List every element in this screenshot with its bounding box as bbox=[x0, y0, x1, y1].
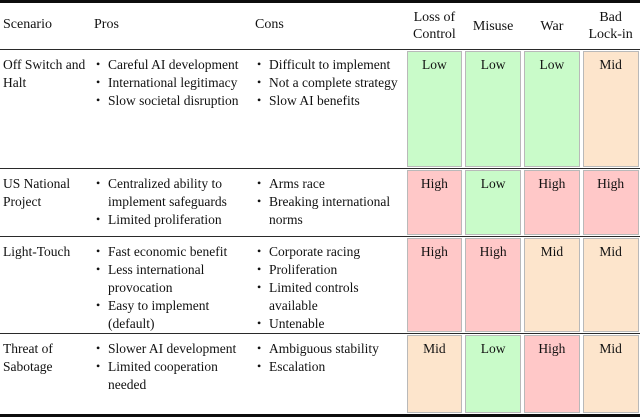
cons-item: Corporate racing bbox=[255, 242, 399, 261]
pros-list: Careful AI development International leg… bbox=[92, 50, 252, 168]
col-header-war: War bbox=[540, 18, 564, 34]
rating-cell-loss-of-control: High bbox=[406, 238, 463, 332]
scenario-name: Off Switch and Halt bbox=[3, 57, 86, 90]
rating-cell-misuse: Low bbox=[465, 170, 521, 235]
pros-item: Careful AI development bbox=[94, 55, 244, 74]
rating-cell-loss-of-control: Mid bbox=[406, 335, 463, 413]
rating-cell-bad-lock-in: High bbox=[582, 170, 639, 235]
rating-cell-war: High bbox=[524, 170, 580, 235]
pros-list: Fast economic benefit Less international… bbox=[92, 237, 252, 333]
cons-item: Proliferation bbox=[255, 260, 399, 279]
table-row-us-national: US National Project Centralized ability … bbox=[0, 169, 640, 237]
rating-cell-war: Mid bbox=[524, 238, 580, 332]
cons-item: Difficult to implement bbox=[255, 55, 399, 74]
rating-cell-loss-of-control: High bbox=[406, 170, 463, 235]
pros-item: Easy to implement (default) bbox=[94, 296, 244, 333]
table-row-off-switch: Off Switch and Halt Careful AI developme… bbox=[0, 50, 640, 169]
pros-item: Less international provocation bbox=[94, 260, 244, 297]
cons-item: Untenable bbox=[255, 314, 399, 333]
cons-item: Slow AI benefits bbox=[255, 91, 399, 110]
col-header-scenario: Scenario bbox=[3, 17, 52, 32]
scenario-name: Light-Touch bbox=[3, 244, 71, 259]
pros-item: Fast economic benefit bbox=[94, 242, 244, 261]
cons-item: Breaking international norms bbox=[255, 192, 399, 229]
cons-list: Corporate racing Proliferation Limited c… bbox=[252, 237, 405, 333]
pros-item: Limited cooperation needed bbox=[94, 357, 244, 394]
table-row-light-touch: Light-Touch Fast economic benefit Less i… bbox=[0, 237, 640, 334]
pros-list: Centralized ability to implement safegua… bbox=[92, 169, 252, 236]
cons-item: Escalation bbox=[255, 357, 399, 376]
rating-cell-war: High bbox=[524, 335, 580, 413]
pros-list: Slower AI development Limited cooperatio… bbox=[92, 334, 252, 414]
cons-list: Difficult to implement Not a complete st… bbox=[252, 50, 405, 168]
rating-cell-bad-lock-in: Mid bbox=[582, 238, 639, 332]
pros-item: Centralized ability to implement safegua… bbox=[94, 174, 244, 211]
scenario-name: Threat of Sabotage bbox=[3, 341, 53, 374]
rating-cell-bad-lock-in: Mid bbox=[582, 335, 639, 413]
scenario-name: US National Project bbox=[3, 176, 71, 209]
cons-list: Arms race Breaking international norms bbox=[252, 169, 405, 236]
rating-cell-loss-of-control: Low bbox=[406, 51, 463, 167]
rating-cell-misuse: Low bbox=[465, 51, 521, 167]
pros-item: International legitimacy bbox=[94, 73, 244, 92]
col-header-loss-of-control: Loss of Control bbox=[412, 10, 456, 42]
col-header-bad-lock-in: Bad Lock-in bbox=[588, 10, 633, 42]
cons-item: Limited controls available bbox=[255, 278, 399, 315]
cons-list: Ambiguous stability Escalation bbox=[252, 334, 405, 414]
col-header-pros: Pros bbox=[94, 17, 119, 32]
rating-cell-bad-lock-in: Mid bbox=[582, 51, 639, 167]
rating-cell-misuse: Low bbox=[465, 335, 521, 413]
rating-cell-misuse: High bbox=[465, 238, 521, 332]
cons-item: Ambiguous stability bbox=[255, 339, 399, 358]
pros-item: Slower AI development bbox=[94, 339, 244, 358]
pros-item: Slow societal disruption bbox=[94, 91, 244, 110]
col-header-cons: Cons bbox=[255, 17, 284, 32]
cons-item: Not a complete strategy bbox=[255, 73, 399, 92]
cons-item: Arms race bbox=[255, 174, 399, 193]
table-row-threat-of-sabotage: Threat of Sabotage Slower AI development… bbox=[0, 334, 640, 414]
pros-item: Limited proliferation bbox=[94, 210, 244, 229]
col-header-misuse: Misuse bbox=[472, 18, 514, 34]
rating-cell-war: Low bbox=[524, 51, 580, 167]
header-row: Scenario Pros Cons Loss of Control Misus… bbox=[0, 3, 640, 50]
